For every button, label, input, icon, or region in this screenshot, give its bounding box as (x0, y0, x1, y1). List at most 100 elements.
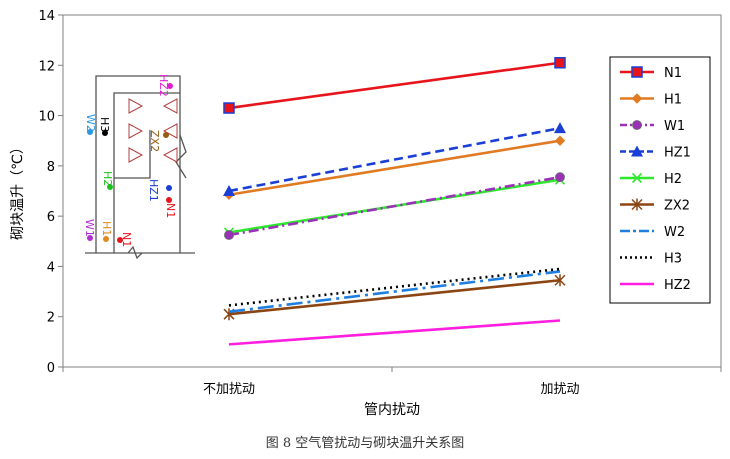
inset-sensor-dot (102, 130, 108, 136)
inset-sensor-dot (87, 235, 93, 241)
series-hz1 (223, 122, 566, 196)
series-zx2 (223, 274, 566, 321)
inset-label-h2: H2 (101, 171, 114, 190)
series-w1 (224, 172, 565, 240)
legend-label: W2 (664, 225, 685, 240)
legend-entry: H2 (620, 172, 682, 187)
inset-label-n1: N1 (164, 197, 177, 218)
legend-label: H2 (664, 172, 682, 187)
data-point (223, 102, 235, 114)
series-n1 (223, 57, 566, 114)
series-line (228, 126, 561, 193)
legend-entry: H3 (620, 252, 682, 267)
series-line (228, 319, 561, 346)
legend-label: HZ1 (664, 146, 691, 161)
inset-label-text: HZ2 (157, 74, 170, 97)
inset-label-h1: H1 (100, 221, 113, 242)
inset-label-w1: W1 (83, 219, 96, 241)
inset-sensor-dot (103, 236, 109, 242)
series-w2 (228, 270, 561, 313)
legend-label: N1 (664, 66, 682, 81)
y-tick-label: 0 (47, 361, 55, 376)
inset-label-text: N1 (120, 232, 133, 247)
inset-label-text: H1 (100, 221, 113, 236)
data-point (554, 274, 566, 287)
data-point (224, 230, 234, 240)
legend-marker (632, 120, 642, 130)
inset-label-text: N1 (164, 203, 177, 218)
y-tick-label: 12 (38, 59, 55, 74)
legend-marker (631, 66, 643, 78)
inset-triangles (128, 98, 178, 163)
inset-diagram: HZ2 W2 H3 ZX2 H2 HZ1 N1 W1 H1 N1 (83, 74, 195, 260)
inset-wall (85, 75, 195, 260)
inset-label-h3: H3 (98, 117, 111, 136)
inset-label-text: H2 (101, 171, 114, 186)
legend-box (609, 56, 711, 304)
y-tick-label: 2 (47, 311, 55, 326)
inset-labels: HZ2 W2 H3 ZX2 H2 HZ1 N1 W1 H1 N1 (83, 74, 177, 247)
series-line (228, 278, 561, 316)
inset-sensor-dot (107, 184, 113, 190)
series-line (228, 267, 561, 307)
data-point (554, 135, 566, 146)
x-tick-label: 加扰动 (540, 382, 579, 397)
legend: N1 H1 W1 HZ1 H2 ZX2 W2 H3 HZ2 (620, 66, 691, 293)
legend-entry: W1 (620, 119, 685, 134)
inset-sensor-dot (166, 197, 172, 203)
y-tick-label: 6 (47, 210, 55, 225)
series-group (223, 57, 566, 346)
inset-label-text: W2 (84, 114, 97, 132)
inset-sensor-dot (87, 129, 93, 135)
inset-label-n1: N1 (117, 232, 133, 247)
legend-label: H1 (664, 93, 682, 108)
legend-label: H3 (664, 252, 682, 267)
x-axis: 不加扰动 加扰动 (62, 367, 722, 397)
inset-label-hz2: HZ2 (157, 74, 173, 97)
legend-marker (631, 93, 643, 104)
legend-marker (631, 145, 643, 157)
inset-label-text: W1 (83, 219, 96, 237)
inset-label-text: HZ1 (147, 179, 160, 202)
y-tick-label: 8 (47, 160, 55, 175)
legend-entry: W2 (620, 225, 685, 240)
x-axis-label: 管内扰动 (364, 402, 420, 418)
inset-sensor-dot (117, 237, 123, 243)
inset-sensor-dot (163, 132, 169, 138)
inset-sensor-dot (167, 83, 173, 89)
inset-label-text: H3 (98, 117, 111, 132)
legend-entry: HZ1 (620, 145, 691, 161)
series-line (228, 61, 561, 110)
figure-caption: 图 8 空气管扰动与砌块温升关系图 (266, 435, 465, 451)
series-hz2 (228, 319, 561, 346)
legend-marker (631, 198, 643, 211)
legend-marker (631, 172, 643, 184)
inset-label-hz1: HZ1 (147, 179, 172, 202)
legend-label: ZX2 (664, 199, 690, 214)
y-tick-label: 4 (47, 260, 55, 275)
data-point (555, 172, 565, 183)
inset-label-text: ZX2 (148, 130, 161, 152)
data-point (223, 185, 235, 196)
legend-entry: H1 (620, 93, 682, 108)
legend-entry: N1 (620, 66, 682, 81)
legend-entry: ZX2 (620, 198, 690, 214)
data-point (554, 122, 566, 134)
y-tick-label: 10 (38, 110, 55, 125)
x-tick-label: 不加扰动 (203, 382, 255, 397)
legend-entry: HZ2 (620, 278, 691, 293)
series-line (228, 175, 561, 237)
data-point (554, 57, 566, 69)
inset-label-zx2: ZX2 (148, 130, 169, 152)
legend-label: W1 (664, 119, 685, 134)
legend-label: HZ2 (664, 278, 691, 293)
series-line (228, 270, 561, 313)
y-axis-label: 砌块温升（℃） (10, 140, 26, 240)
inset-sensor-dot (166, 185, 172, 191)
series-h3 (228, 267, 561, 307)
y-tick-label: 14 (38, 9, 55, 24)
series-line (228, 139, 561, 197)
inset-label-w2: W2 (84, 114, 97, 135)
y-axis: 0 2 4 6 8 10 12 14 (38, 9, 63, 376)
